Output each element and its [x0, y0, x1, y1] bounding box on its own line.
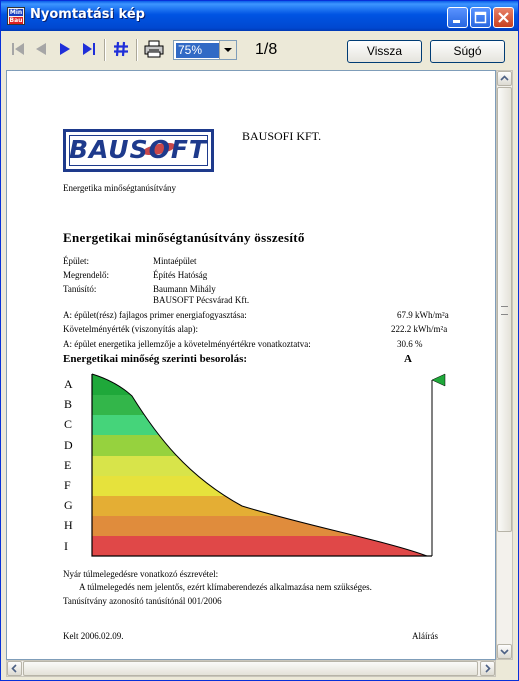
scroll-down-button[interactable]	[497, 644, 512, 659]
band-a	[92, 374, 427, 395]
issue-date: Kelt 2006.02.09.	[63, 631, 124, 641]
window-title: Nyomtatási kép	[30, 7, 145, 22]
scroll-left-button[interactable]	[7, 661, 22, 676]
chevron-down-icon	[224, 48, 232, 52]
toolbar-separator	[136, 39, 138, 61]
toolbar-separator	[104, 39, 106, 61]
first-page-button[interactable]	[9, 40, 27, 58]
document-heading: Energetikai minőségtanúsítvány összesítő	[63, 230, 305, 245]
previous-page-icon	[36, 43, 46, 55]
horizontal-scroll-thumb[interactable]	[23, 661, 478, 676]
scroll-up-button[interactable]	[497, 71, 512, 86]
band-c	[92, 415, 427, 435]
last-page-icon	[83, 43, 95, 55]
go-to-page-button[interactable]	[112, 40, 130, 58]
energy-class-chart	[91, 373, 446, 557]
class-label-e: E	[64, 458, 72, 472]
metric-label: A: épület energetika jellemzője a követe…	[63, 339, 311, 349]
info-value: Baumann Mihály	[153, 284, 216, 294]
metric-label: Követelményérték (viszonyítás alap):	[63, 324, 198, 334]
maximize-button[interactable]	[470, 7, 491, 28]
logo-text: BAUSOFT	[69, 135, 207, 164]
arrow-left-icon	[11, 664, 17, 673]
previous-page-button[interactable]	[32, 40, 50, 58]
class-label-f: F	[64, 478, 71, 492]
close-button[interactable]	[493, 7, 514, 28]
class-label-g: G	[64, 498, 73, 512]
vertical-scroll-thumb[interactable]	[497, 87, 512, 532]
logo-frame	[69, 135, 208, 166]
class-label-b: B	[64, 397, 73, 411]
info-value: BAUSOFT Pécsvárad Kft.	[153, 295, 250, 305]
class-label-h: H	[64, 518, 73, 532]
class-label-d: D	[64, 438, 73, 452]
summer-heading: Nyár túlmelegedésre vonatkozó észrevétel…	[63, 569, 219, 579]
metric-label: A: épület(rész) fajlagos primer energiaf…	[63, 310, 247, 320]
metric-value: 222.2 kWh/m²a	[391, 324, 448, 334]
arrow-down-icon	[500, 649, 509, 655]
class-label-c: C	[64, 417, 73, 431]
info-value: Építés Hatóság	[153, 270, 208, 280]
document-page: BAUSOFT BAUSOFI KFT. Energetika minőségt…	[7, 71, 495, 659]
arrow-up-icon	[500, 75, 509, 81]
rating-heading: Energetikai minőség szerinti besorolás:	[63, 353, 248, 365]
page-indicator: 1/8	[255, 41, 278, 58]
zoom-value: 75%	[176, 43, 219, 58]
page-preview[interactable]: BAUSOFT BAUSOFI KFT. Energetika minőségt…	[6, 70, 496, 660]
next-page-button[interactable]	[56, 40, 74, 58]
info-value: Mintaépület	[153, 256, 197, 266]
summer-text: A túlmelegedés nem jelentős, ezért klíma…	[79, 582, 372, 592]
vertical-scrollbar[interactable]	[496, 70, 513, 660]
maximize-icon	[474, 11, 487, 24]
app-icon[interactable]: Min Bau	[7, 7, 25, 25]
bausoft-logo: BAUSOFT	[63, 129, 214, 172]
rating-marker-flag	[431, 373, 446, 387]
printer-icon	[144, 40, 164, 58]
arrow-right-icon	[485, 664, 491, 673]
print-button[interactable]	[144, 40, 164, 58]
class-label-a: A	[64, 377, 73, 391]
band-i	[92, 536, 427, 556]
next-page-icon	[60, 43, 70, 55]
certificate-id: Tanúsítvány azonosító tanúsítónál 001/20…	[63, 596, 222, 606]
app-icon-top-text: Min	[9, 9, 23, 16]
zoom-dropdown-arrow[interactable]	[219, 41, 236, 59]
company-name: BAUSOFI KFT.	[242, 129, 322, 143]
band-d	[92, 435, 427, 456]
rating-value: A	[404, 353, 412, 365]
app-icon-bottom-text: Bau	[9, 17, 23, 24]
info-label: Megrendelő:	[63, 270, 109, 280]
band-f	[92, 476, 427, 496]
info-label: Épület:	[63, 256, 89, 266]
scroll-right-button[interactable]	[480, 661, 495, 676]
title-bar[interactable]: Min Bau Nyomtatási kép	[1, 1, 518, 31]
band-h	[92, 516, 427, 536]
back-button[interactable]: Vissza	[347, 40, 422, 63]
band-e	[92, 456, 427, 476]
first-page-icon	[12, 43, 24, 55]
metric-value: 67.9 kWh/m²a	[397, 310, 449, 320]
document-subtitle: Energetika minőségtanúsítvány	[63, 183, 177, 193]
metric-value: 30.6 %	[397, 339, 423, 349]
last-page-button[interactable]	[80, 40, 98, 58]
scrollbar-corner	[496, 660, 513, 677]
band-b	[92, 395, 427, 415]
close-icon	[498, 12, 509, 23]
info-label: Tanúsító:	[63, 284, 97, 294]
zoom-select[interactable]: 75%	[173, 40, 237, 60]
help-button[interactable]: Súgó	[430, 40, 505, 63]
hash-icon	[114, 41, 128, 57]
minimize-icon	[453, 20, 460, 23]
horizontal-scrollbar[interactable]	[6, 660, 496, 677]
class-label-i: I	[64, 539, 68, 553]
minimize-button[interactable]	[447, 7, 468, 28]
signature-label: Aláírás	[412, 631, 438, 641]
toolbar: 75% 1/8 Vissza Súgó	[5, 35, 515, 67]
